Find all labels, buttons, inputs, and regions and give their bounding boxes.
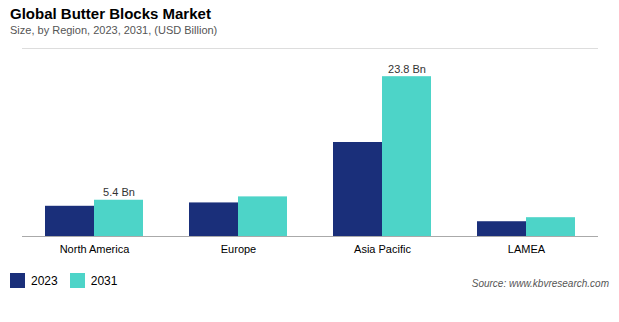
html-text:2031: 2031 [90, 273, 118, 288]
html-text:2023: 2023 [31, 273, 58, 288]
svg-text:5.4 Bn: 5.4 Bn [103, 186, 135, 198]
svg-text:LAMEA: LAMEA [508, 243, 546, 255]
svg-text:23.8 Bn: 23.8 Bn [388, 63, 426, 75]
svg-text:North America: North America [60, 243, 131, 255]
svg-text:Europe: Europe [221, 243, 256, 255]
svg-text:Asia Pacific: Asia Pacific [354, 243, 411, 255]
html-text:Source: www.kbvresearch.com: Source: www.kbvresearch.com [471, 278, 609, 289]
html-text:Global Butter Blocks Market: Global Butter Blocks Market [10, 5, 211, 22]
html-text:Size, by Region, 2023, 2031, (: Size, by Region, 2023, 2031, (USD Billio… [10, 24, 218, 36]
